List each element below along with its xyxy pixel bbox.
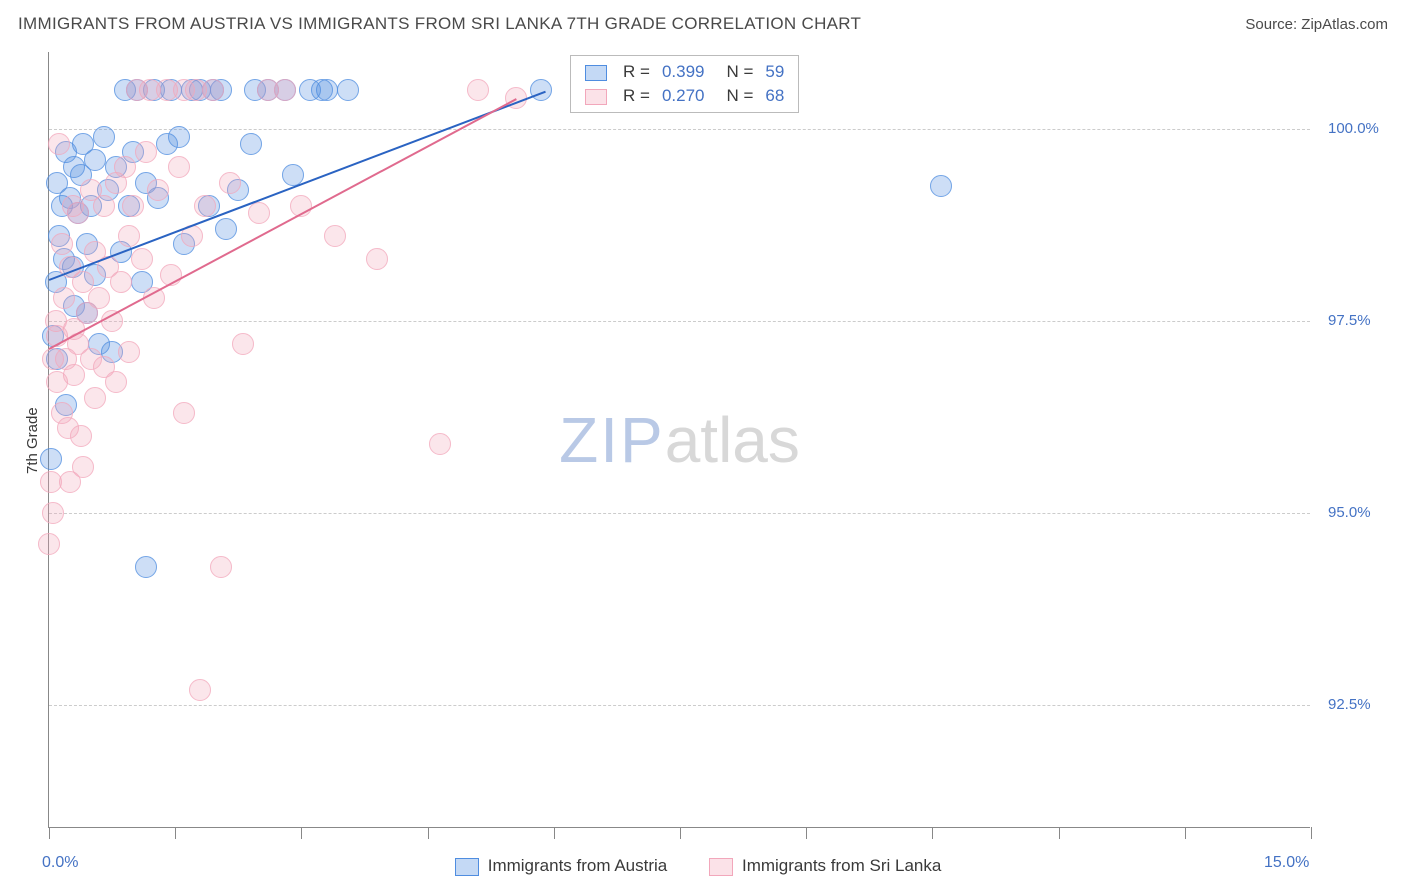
correlation-legend: R =0.399N =59R =0.270N =68 (570, 55, 799, 113)
data-point-ring-srilanka (429, 433, 451, 455)
x-tick (428, 827, 429, 839)
swatch-icon (709, 858, 733, 876)
y-tick-label: 100.0% (1328, 120, 1379, 137)
data-point-ring-srilanka (366, 248, 388, 270)
data-point-ring-srilanka (67, 202, 89, 224)
y-tick-label: 97.5% (1328, 312, 1371, 329)
legend-label: Immigrants from Sri Lanka (742, 856, 941, 875)
data-point-ring-srilanka (324, 225, 346, 247)
data-point-ring-srilanka (122, 195, 144, 217)
data-point-ring-srilanka (189, 679, 211, 701)
data-point-ring-srilanka (70, 425, 92, 447)
data-point-ring-austria (135, 556, 157, 578)
y-tick-label: 95.0% (1328, 504, 1371, 521)
data-point-ring-srilanka (72, 456, 94, 478)
swatch-icon (585, 89, 607, 105)
x-tick (932, 827, 933, 839)
data-point-ring-austria (215, 218, 237, 240)
x-tick (1185, 827, 1186, 839)
data-point-ring-austria (530, 79, 552, 101)
data-point-ring-srilanka (84, 387, 106, 409)
x-tick (806, 827, 807, 839)
regression-line-srilanka (49, 98, 517, 349)
data-point-ring-srilanka (118, 225, 140, 247)
x-tick-label: 0.0% (42, 854, 78, 872)
data-point-ring-srilanka (210, 556, 232, 578)
data-point-ring-srilanka (63, 364, 85, 386)
gridline (49, 705, 1310, 706)
data-point-ring-srilanka (248, 202, 270, 224)
data-point-ring-austria (93, 126, 115, 148)
x-tick (301, 827, 302, 839)
watermark: ZIPatlas (559, 403, 800, 477)
data-point-ring-srilanka (219, 172, 241, 194)
scatter-plot: ZIPatlas (48, 52, 1310, 828)
gridline (49, 321, 1310, 322)
data-point-ring-srilanka (105, 371, 127, 393)
data-point-ring-srilanka (202, 79, 224, 101)
legend-row-srilanka: R =0.270N =68 (579, 84, 790, 108)
data-point-ring-austria (168, 126, 190, 148)
chart-source: Source: ZipAtlas.com (1245, 16, 1388, 33)
data-point-ring-srilanka (51, 233, 73, 255)
legend-item-srilanka: Immigrants from Sri Lanka (709, 856, 941, 876)
data-point-ring-austria (316, 79, 338, 101)
data-point-ring-srilanka (467, 79, 489, 101)
y-tick-label: 92.5% (1328, 696, 1371, 713)
chart-header: IMMIGRANTS FROM AUSTRIA VS IMMIGRANTS FR… (18, 14, 1388, 34)
series-legend: Immigrants from Austria Immigrants from … (455, 856, 941, 876)
data-point-ring-srilanka (114, 156, 136, 178)
x-tick (49, 827, 50, 839)
data-point-ring-srilanka (147, 179, 169, 201)
data-point-ring-austria (337, 79, 359, 101)
y-axis-title: 7th Grade (24, 407, 41, 474)
data-point-ring-srilanka (131, 248, 153, 270)
data-point-ring-srilanka (168, 156, 190, 178)
x-tick (680, 827, 681, 839)
data-point-ring-srilanka (38, 533, 60, 555)
data-point-ring-srilanka (53, 287, 75, 309)
legend-label: Immigrants from Austria (488, 856, 668, 875)
data-point-ring-austria (240, 133, 262, 155)
x-tick (1311, 827, 1312, 839)
data-point-ring-srilanka (135, 141, 157, 163)
swatch-icon (455, 858, 479, 876)
gridline (49, 513, 1310, 514)
data-point-ring-srilanka (232, 333, 254, 355)
gridline (49, 129, 1310, 130)
x-tick (1059, 827, 1060, 839)
data-point-ring-austria (40, 448, 62, 470)
swatch-icon (585, 65, 607, 81)
data-point-ring-srilanka (274, 79, 296, 101)
x-tick (175, 827, 176, 839)
data-point-ring-austria (84, 149, 106, 171)
data-point-ring-srilanka (48, 133, 70, 155)
legend-item-austria: Immigrants from Austria (455, 856, 667, 876)
data-point-ring-srilanka (110, 271, 132, 293)
data-point-ring-austria (930, 175, 952, 197)
data-point-ring-srilanka (93, 195, 115, 217)
data-point-ring-srilanka (173, 402, 195, 424)
data-point-ring-srilanka (88, 287, 110, 309)
data-point-ring-srilanka (42, 502, 64, 524)
x-tick (554, 827, 555, 839)
data-point-ring-srilanka (118, 341, 140, 363)
chart-title: IMMIGRANTS FROM AUSTRIA VS IMMIGRANTS FR… (18, 14, 861, 34)
data-point-ring-srilanka (194, 195, 216, 217)
legend-row-austria: R =0.399N =59 (579, 60, 790, 84)
x-tick-label: 15.0% (1264, 854, 1309, 872)
